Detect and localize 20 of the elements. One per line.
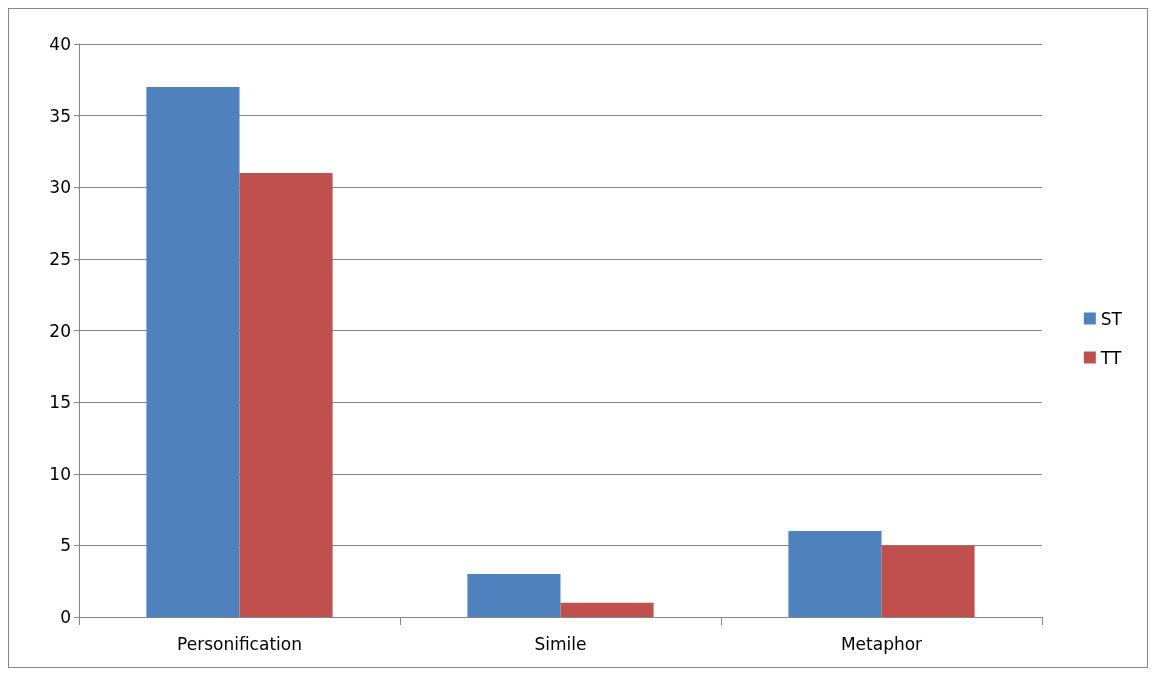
bar (788, 531, 882, 617)
legend-label: ST (1100, 308, 1123, 329)
bar (239, 172, 333, 617)
x-tick-label: Personification (177, 633, 302, 654)
x-tick-label: Simile (534, 633, 587, 654)
bar (881, 545, 975, 617)
y-tick-label: 40 (49, 34, 71, 54)
bar (467, 574, 561, 617)
y-tick-label: 35 (49, 105, 71, 126)
bar (560, 602, 654, 617)
legend-label: TT (1099, 347, 1122, 368)
y-tick-label: 5 (60, 535, 71, 556)
y-tick-label: 10 (49, 463, 71, 484)
y-tick-label: 20 (49, 320, 71, 341)
y-tick-label: 25 (49, 248, 71, 269)
y-tick-label: 0 (60, 607, 71, 627)
y-tick-label: 30 (49, 177, 71, 198)
bar (146, 86, 240, 617)
x-tick-label: Metaphor (840, 633, 923, 654)
y-tick-label: 15 (49, 392, 71, 413)
